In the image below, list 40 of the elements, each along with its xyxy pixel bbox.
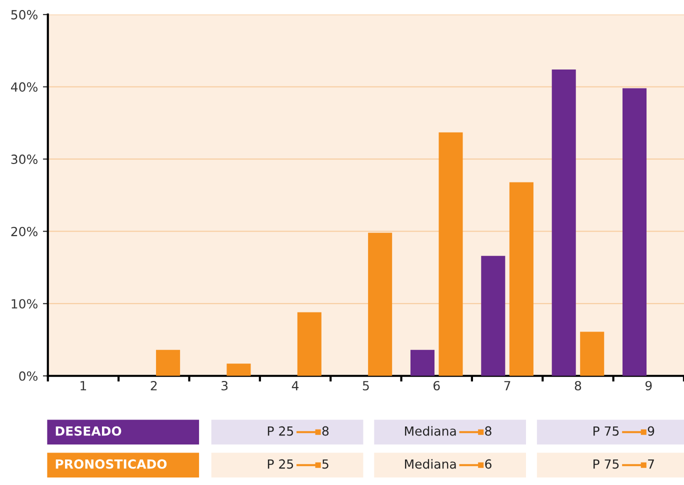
text: P 75 xyxy=(594,426,619,436)
bar xyxy=(156,350,180,376)
text: 5 xyxy=(322,459,328,469)
bar xyxy=(410,350,434,376)
bar xyxy=(481,256,506,376)
x-tick-label: 2 xyxy=(150,380,157,390)
y-tick-label: 50% xyxy=(11,10,38,20)
x-tick-label: 4 xyxy=(292,381,299,390)
bar xyxy=(580,332,604,376)
x-tick-label: 1 xyxy=(80,381,86,390)
text: 8 xyxy=(485,426,492,436)
text: P 25 xyxy=(268,459,294,469)
x-tick-label: 7 xyxy=(504,381,510,390)
x-tick-label: 6 xyxy=(434,380,440,390)
text: P 25 xyxy=(268,426,294,436)
text: PRONOSTICADO xyxy=(56,459,167,469)
y-tick-label: 30% xyxy=(11,154,38,164)
text: 7 xyxy=(648,459,654,469)
bar xyxy=(509,182,534,376)
text: 8 xyxy=(322,426,329,436)
bar xyxy=(438,132,463,376)
y-tick-label: 10% xyxy=(12,299,38,309)
text: 6 xyxy=(485,459,492,469)
bar xyxy=(368,232,392,376)
text: 9 xyxy=(648,426,654,436)
bar xyxy=(297,312,322,376)
x-tick-label: 8 xyxy=(574,380,582,390)
bar xyxy=(622,88,647,376)
x-tick-label: 9 xyxy=(645,380,652,390)
text: Mediana xyxy=(405,426,456,436)
bar xyxy=(552,69,576,376)
text: DESEADO xyxy=(56,426,122,436)
y-tick-label: 40% xyxy=(10,82,38,92)
bar xyxy=(226,364,251,376)
x-tick-label: 5 xyxy=(362,381,369,390)
y-tick-label: 20% xyxy=(11,226,38,236)
text: Mediana xyxy=(405,459,456,469)
y-tick-label: 0% xyxy=(19,371,38,381)
text: P 75 xyxy=(594,459,619,469)
x-tick-label: 3 xyxy=(222,380,228,390)
